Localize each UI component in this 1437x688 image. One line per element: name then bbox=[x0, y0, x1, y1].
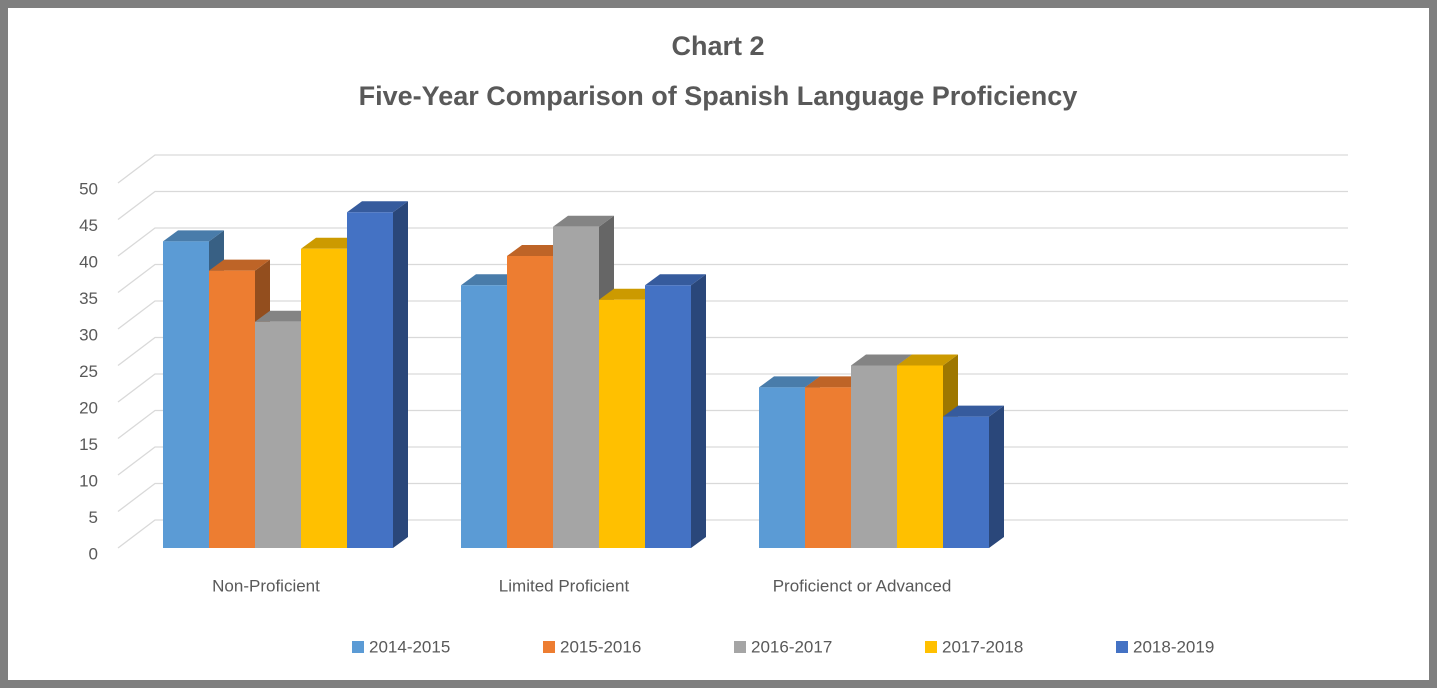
bar-front bbox=[255, 321, 301, 548]
chart-title: Chart 2 bbox=[671, 31, 764, 61]
y-tick-label: 25 bbox=[79, 362, 98, 381]
bar-side bbox=[393, 201, 408, 548]
bar-top bbox=[805, 376, 866, 388]
grid-line bbox=[117, 336, 1348, 367]
bar-front bbox=[301, 248, 347, 548]
legend-label: 2017-2018 bbox=[942, 637, 1023, 656]
bar-top bbox=[599, 288, 660, 300]
legend-swatch bbox=[925, 641, 937, 653]
y-tick-label: 5 bbox=[89, 508, 98, 527]
y-tick-label: 50 bbox=[79, 179, 98, 198]
bar-top bbox=[851, 354, 912, 366]
y-tick-label: 0 bbox=[89, 544, 98, 563]
bar-front bbox=[805, 387, 851, 548]
bar-top bbox=[461, 274, 522, 286]
y-tick-label: 10 bbox=[79, 471, 98, 490]
legend-swatch bbox=[1116, 641, 1128, 653]
bar-top bbox=[209, 259, 270, 271]
bar-front bbox=[897, 365, 943, 548]
bar-top bbox=[163, 230, 224, 242]
y-tick-label: 40 bbox=[79, 252, 98, 271]
bar-front bbox=[553, 226, 599, 549]
bar-top bbox=[759, 376, 820, 388]
bar-front bbox=[759, 387, 805, 548]
bar-front bbox=[645, 285, 691, 548]
bar-top bbox=[645, 274, 706, 286]
bar-side bbox=[691, 274, 706, 548]
bar-front bbox=[943, 416, 989, 548]
bar-top bbox=[897, 354, 958, 366]
legend-label: 2014-2015 bbox=[369, 637, 450, 656]
bar-top bbox=[347, 201, 408, 213]
y-tick-label: 30 bbox=[79, 325, 98, 344]
bar-front bbox=[461, 285, 507, 548]
bar-front bbox=[163, 241, 209, 548]
x-tick-label: Proficienct or Advanced bbox=[773, 576, 952, 595]
legend-label: 2016-2017 bbox=[751, 637, 832, 656]
bar-top bbox=[553, 215, 614, 227]
grid-line bbox=[117, 227, 1348, 257]
bar-front bbox=[347, 212, 393, 548]
legend-label: 2018-2019 bbox=[1133, 637, 1214, 656]
bar-front bbox=[507, 256, 553, 548]
y-tick-label: 35 bbox=[79, 289, 98, 308]
bar bbox=[347, 201, 408, 548]
chart-subtitle: Five-Year Comparison of Spanish Language… bbox=[359, 81, 1078, 111]
grid-line bbox=[117, 154, 1348, 184]
bar-side bbox=[989, 405, 1004, 548]
legend-swatch bbox=[352, 641, 364, 653]
bar bbox=[943, 405, 1004, 548]
grid-line bbox=[117, 190, 1348, 221]
bar bbox=[645, 274, 706, 548]
y-tick-label: 20 bbox=[79, 398, 98, 417]
y-tick-label: 45 bbox=[79, 216, 98, 235]
y-tick-label: 15 bbox=[79, 435, 98, 454]
bar-top bbox=[507, 245, 568, 256]
bar-top bbox=[301, 237, 362, 249]
x-tick-label: Limited Proficient bbox=[499, 576, 630, 595]
bar-front bbox=[851, 365, 897, 548]
legend-swatch bbox=[734, 641, 746, 653]
legend-label: 2015-2016 bbox=[560, 637, 641, 656]
grid-line bbox=[117, 263, 1348, 294]
bar-front bbox=[209, 270, 255, 548]
bar-top bbox=[943, 405, 1004, 417]
legend-swatch bbox=[543, 641, 555, 653]
grid-line bbox=[117, 300, 1348, 330]
bar-front bbox=[599, 299, 645, 548]
bar-top bbox=[255, 310, 316, 322]
x-tick-label: Non-Proficient bbox=[212, 576, 320, 595]
